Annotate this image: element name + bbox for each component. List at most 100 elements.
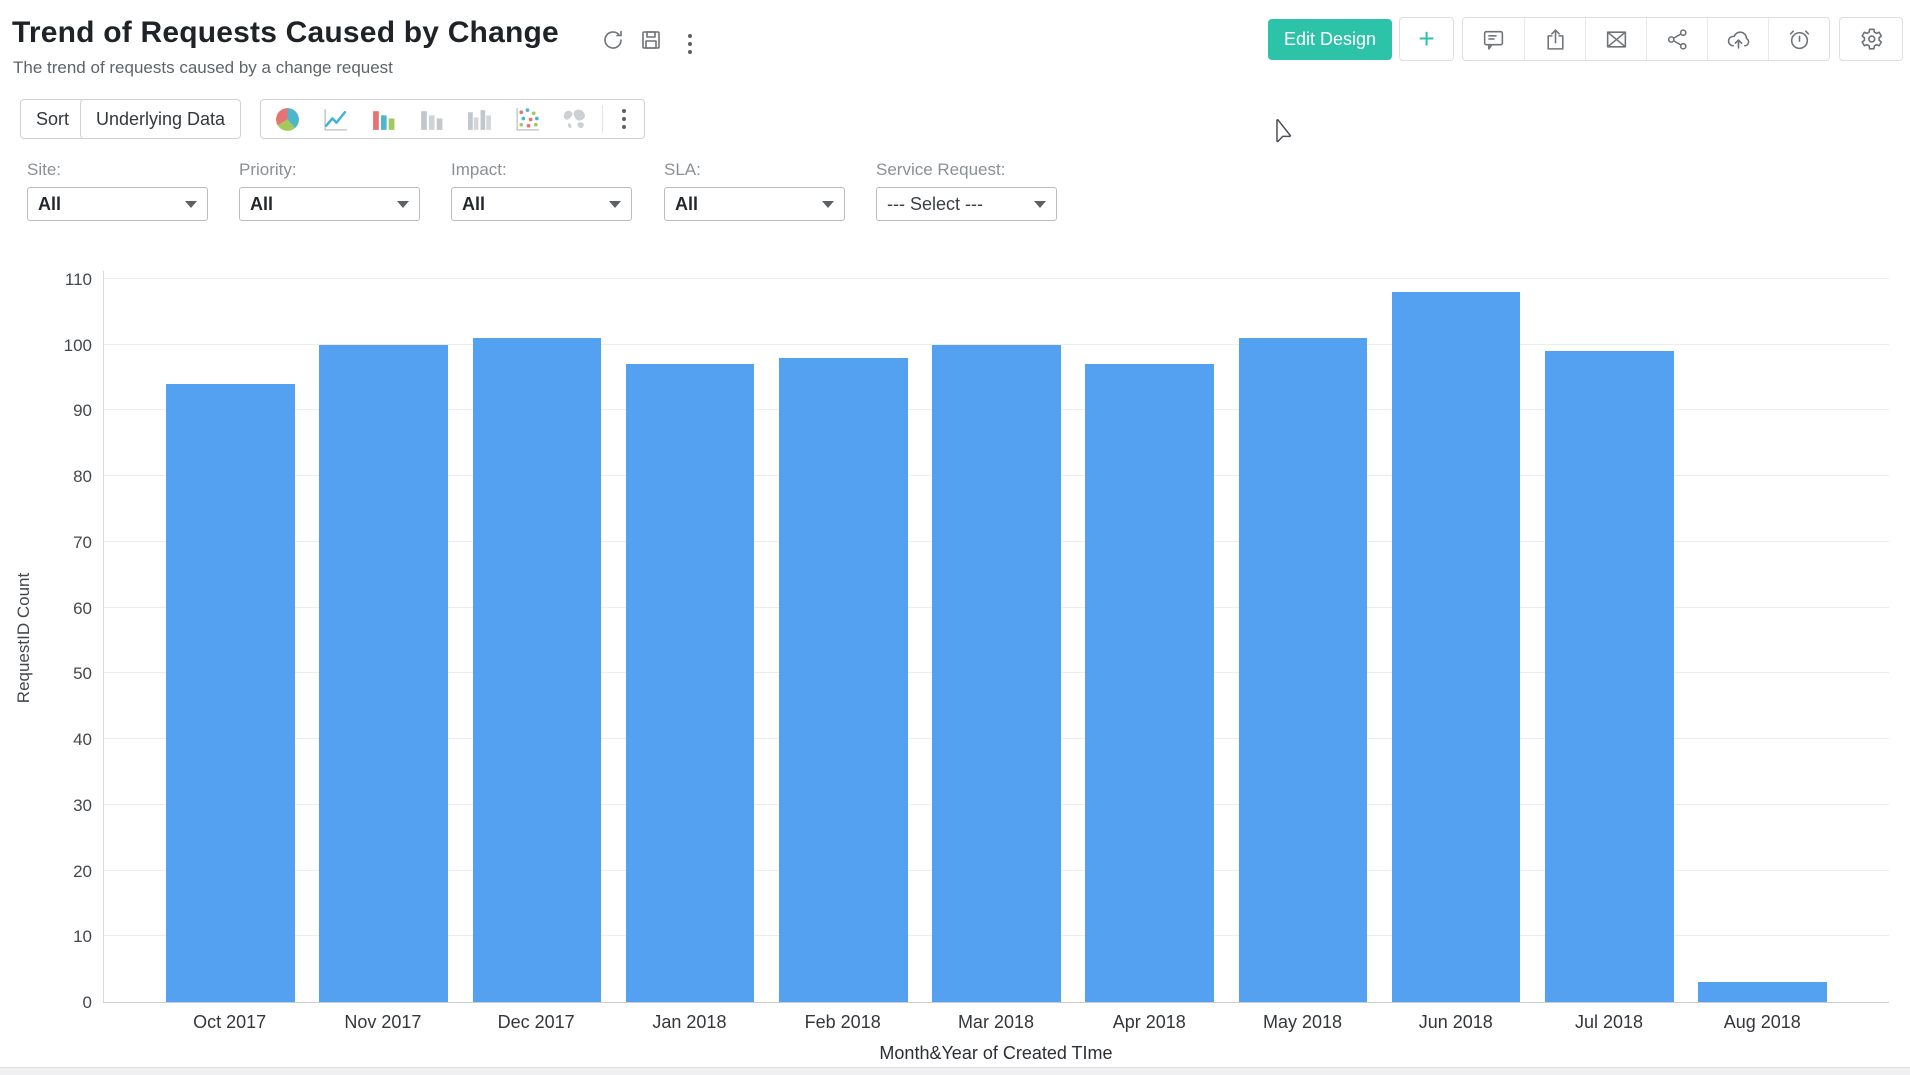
edit-design-button[interactable]: Edit Design [1268, 19, 1393, 60]
bar-slot [460, 271, 613, 1002]
gridline [104, 343, 1889, 345]
priority-select-value: All [250, 193, 274, 214]
save-icon[interactable] [637, 26, 665, 54]
bar-slot [154, 271, 307, 1002]
filter-label: SLA: [664, 160, 701, 179]
y-tick-label: 70 [73, 532, 92, 552]
y-tick-label: 20 [73, 861, 92, 881]
sla-select-value: All [675, 193, 699, 214]
site-select[interactable]: All [27, 187, 208, 221]
bar-feb-2018[interactable] [779, 357, 908, 1002]
chart-type-group [260, 99, 645, 139]
pie-chart-icon[interactable] [263, 100, 311, 138]
site-select-value: All [38, 193, 62, 214]
divider [602, 105, 603, 133]
y-axis-ticks: 0 10 20 30 40 50 60 70 80 90 100 110 [30, 270, 92, 1012]
underlying-data-button[interactable]: Underlying Data [80, 99, 242, 139]
service-request-select[interactable]: --- Select --- [876, 187, 1057, 221]
bar-nov-2017[interactable] [319, 344, 449, 1002]
bar-aug-2018[interactable] [1698, 982, 1827, 1002]
bar-jan-2018[interactable] [625, 364, 755, 1002]
email-icon[interactable] [1585, 18, 1646, 60]
mouse-cursor [1276, 119, 1292, 143]
export-icon[interactable] [1524, 18, 1585, 60]
x-tick-label: Nov 2017 [344, 1012, 422, 1032]
y-tick-label: 10 [73, 927, 92, 947]
plot-area [103, 271, 1889, 1003]
bar-jun-2018[interactable] [1391, 292, 1521, 1002]
filter-label: Service Request: [876, 160, 1006, 179]
x-tick-label: Dec 2017 [497, 1012, 575, 1032]
bar-mar-2018[interactable] [932, 344, 1061, 1002]
x-tick-label: Feb 2018 [804, 1012, 881, 1032]
page-title: Trend of Requests Caused by Change [12, 16, 559, 49]
filter-impact: Impact: All [451, 160, 632, 221]
chevron-down-icon [609, 200, 621, 208]
y-tick-label: 30 [73, 795, 92, 815]
bar-slot [614, 271, 767, 1002]
y-tick-label: 100 [63, 335, 92, 355]
bar-apr-2018[interactable] [1085, 364, 1215, 1002]
bar-slot [1686, 271, 1839, 1002]
cloud-upload-icon[interactable] [1707, 18, 1768, 60]
bar-slot [1533, 271, 1686, 1002]
bar-dec-2017[interactable] [472, 338, 602, 1002]
bar-chart-gray-icon[interactable] [407, 100, 455, 138]
x-tick-label: Jan 2018 [652, 1012, 727, 1032]
x-axis-labels: Oct 2017 Nov 2017 Dec 2017 Jan 2018 Feb 2018… [103, 1012, 1889, 1033]
x-tick-label: Jul 2018 [1574, 1012, 1644, 1032]
chevron-down-icon [397, 200, 409, 208]
bar-slot [767, 271, 920, 1002]
grouped-bar-chart-icon[interactable] [455, 100, 503, 138]
y-tick-label: 60 [73, 598, 92, 618]
x-tick-label: Apr 2018 [1112, 1012, 1186, 1032]
filter-sla: SLA: All [664, 160, 845, 221]
settings-icon[interactable] [1839, 17, 1903, 61]
y-tick-label: 50 [73, 664, 92, 684]
sort-button[interactable]: Sort [20, 99, 86, 139]
alarm-icon[interactable] [1768, 18, 1829, 60]
x-tick-label: May 2018 [1262, 1012, 1343, 1032]
bar-slot [1073, 271, 1226, 1002]
add-button[interactable]: + [1399, 17, 1454, 61]
y-tick-label: 110 [64, 270, 92, 289]
comment-icon[interactable] [1463, 18, 1524, 60]
chevron-down-icon [822, 200, 834, 208]
share-icon[interactable] [1646, 18, 1707, 60]
filter-site: Site: All [27, 160, 208, 221]
y-tick-label: 90 [73, 401, 92, 421]
page-subtitle: The trend of requests caused by a change… [13, 58, 393, 77]
x-tick-label: Jun 2018 [1418, 1012, 1493, 1032]
y-tick-label: 0 [82, 993, 92, 1012]
bar-series [104, 271, 1889, 1002]
impact-select-value: All [462, 193, 486, 214]
sla-select[interactable]: All [664, 187, 845, 221]
bar-may-2018[interactable] [1238, 338, 1368, 1002]
chevron-down-icon [1034, 200, 1046, 208]
map-chart-icon[interactable] [551, 100, 599, 138]
bar-chart-color-icon[interactable] [359, 100, 407, 138]
filter-label: Site: [27, 160, 62, 179]
x-axis-title: Month&Year of Created TIme [879, 1043, 1113, 1063]
filter-label: Priority: [239, 160, 297, 179]
service-request-select-value: --- Select --- [887, 193, 983, 214]
scatter-chart-icon[interactable] [503, 100, 551, 138]
bar-jul-2018[interactable] [1544, 351, 1674, 1002]
action-icon-group [1462, 17, 1830, 61]
bar-oct-2017[interactable] [166, 384, 295, 1002]
more-options-icon[interactable] [676, 30, 704, 58]
more-chart-types-icon[interactable] [606, 100, 642, 138]
gridline [104, 278, 1889, 279]
horizontal-scrollbar[interactable] [0, 1067, 1910, 1075]
priority-select[interactable]: All [239, 187, 420, 221]
line-chart-icon[interactable] [311, 100, 359, 138]
y-tick-label: 80 [73, 467, 92, 487]
chevron-down-icon [185, 200, 197, 208]
bar-slot [1226, 271, 1379, 1002]
bar-slot [307, 271, 460, 1002]
filter-service-request: Service Request: --- Select --- [876, 160, 1057, 221]
y-tick-label: 40 [73, 730, 92, 750]
refresh-icon[interactable] [599, 26, 627, 54]
impact-select[interactable]: All [451, 187, 632, 221]
